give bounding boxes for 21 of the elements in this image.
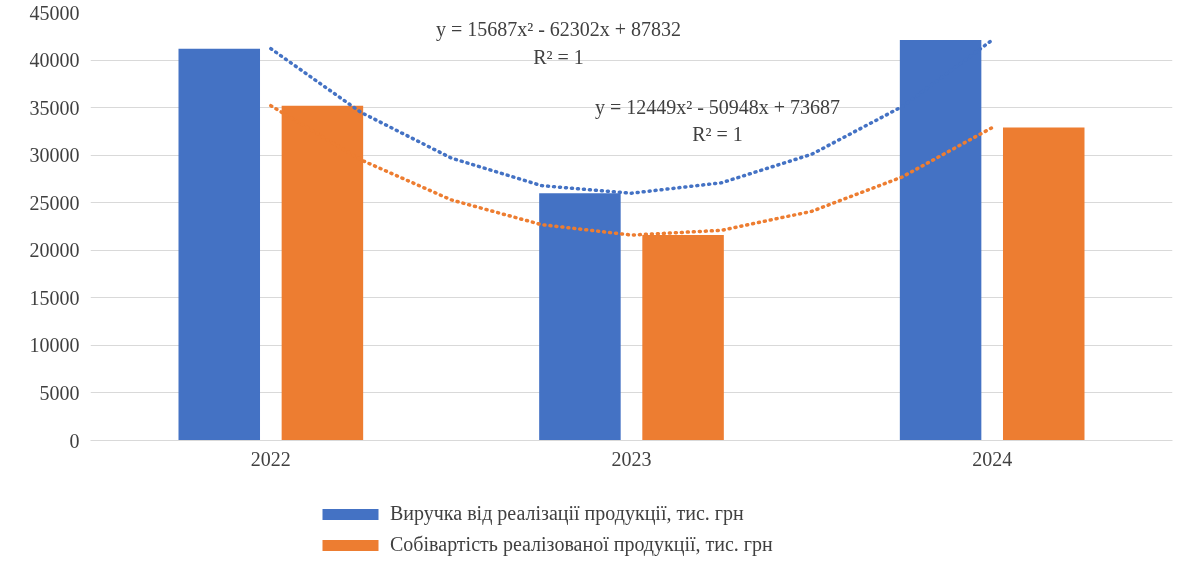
annotation: R² = 1 (692, 122, 743, 145)
y-tick-label: 20000 (29, 239, 80, 262)
x-tick-label: 2024 (972, 447, 1013, 470)
y-tick-label: 35000 (29, 96, 80, 119)
x-tick-label: 2023 (611, 447, 652, 470)
y-tick-label: 5000 (39, 381, 80, 404)
y-tick-label: 0 (69, 429, 80, 452)
annotation: y = 15687x² - 62302x + 87832 (435, 17, 682, 41)
y-tick-label: 30000 (29, 144, 80, 167)
y-tick-label: 25000 (29, 191, 80, 214)
legend-label: Собівартість реалізованої продукції, тис. грн (390, 533, 773, 556)
bar (178, 48, 261, 441)
y-tick-label: 15000 (29, 286, 80, 309)
y-tick-label: 10000 (29, 334, 80, 357)
y-tick-label: 40000 (29, 49, 80, 72)
legend-label: Виручка від реалізації продукції, тис. грн (390, 502, 744, 525)
annotation: y = 12449x² - 50948x + 73687 (594, 95, 841, 119)
y-tick-label: 45000 (29, 1, 80, 24)
bar (1002, 127, 1085, 441)
annotation: R² = 1 (533, 45, 584, 68)
x-tick-label: 2022 (250, 447, 291, 470)
